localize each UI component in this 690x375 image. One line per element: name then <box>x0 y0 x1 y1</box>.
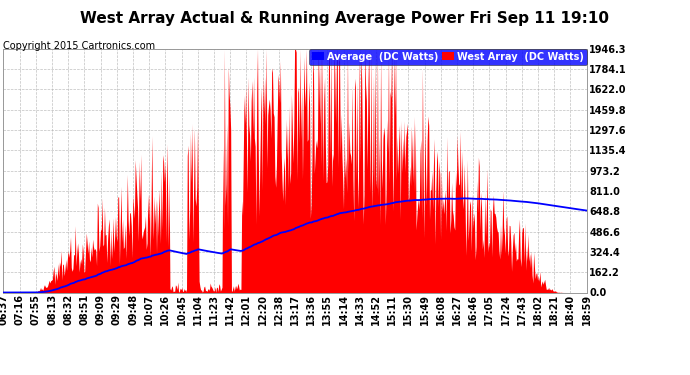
Text: West Array Actual & Running Average Power Fri Sep 11 19:10: West Array Actual & Running Average Powe… <box>81 11 609 26</box>
Text: Copyright 2015 Cartronics.com: Copyright 2015 Cartronics.com <box>3 41 155 51</box>
Legend: Average  (DC Watts), West Array  (DC Watts): Average (DC Watts), West Array (DC Watts… <box>309 49 586 64</box>
